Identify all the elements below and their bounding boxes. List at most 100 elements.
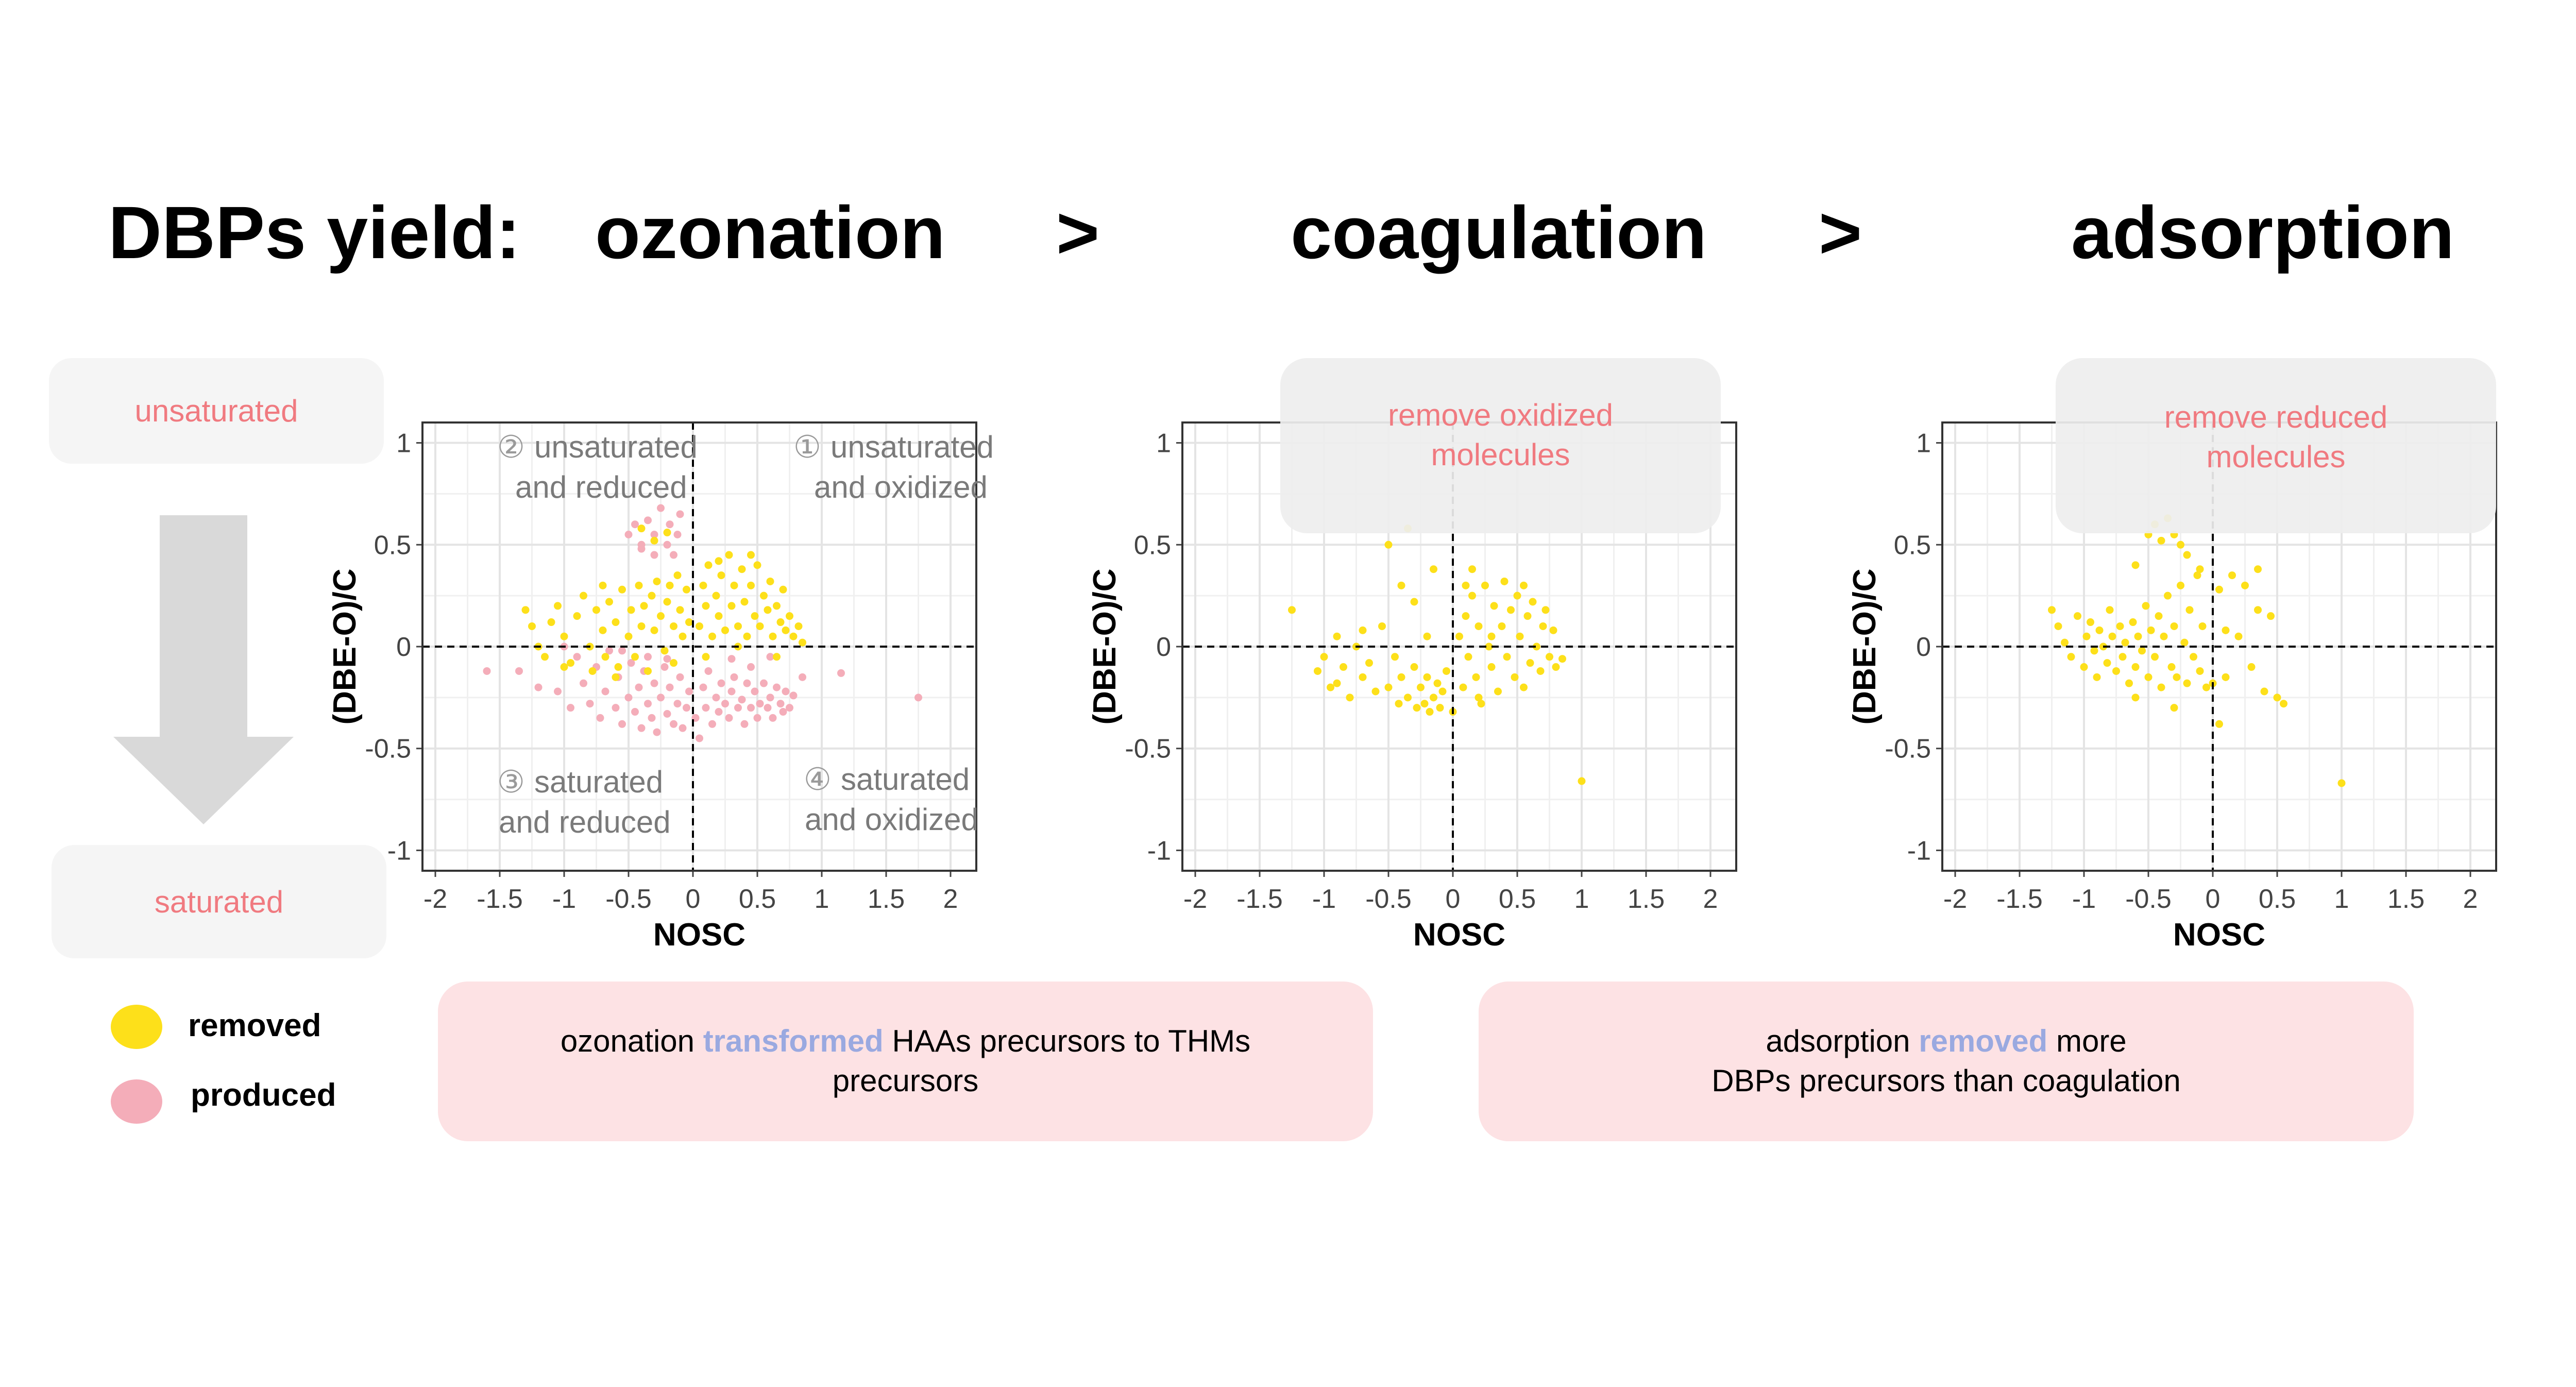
removed-point xyxy=(1420,700,1429,708)
removed-point xyxy=(640,602,648,610)
quadrant-1-label-line2: and oxidized xyxy=(814,470,988,504)
removed-point xyxy=(1384,683,1393,691)
adsorption-callout-line2: molecules xyxy=(2206,439,2346,474)
x-tick-label: -1.5 xyxy=(1996,884,2043,914)
removed-point xyxy=(560,663,568,671)
removed-point xyxy=(764,606,772,614)
removed-point xyxy=(1511,673,1519,681)
removed-point xyxy=(2170,704,2178,712)
headline-greater-than-2: > xyxy=(1819,191,1862,274)
y-tick-label: -1 xyxy=(1147,836,1171,866)
produced-point xyxy=(676,510,684,518)
removed-point xyxy=(2164,591,2172,600)
removed-point xyxy=(657,612,665,620)
removed-point xyxy=(1288,606,1296,614)
removed-point xyxy=(573,612,581,620)
x-tick-label: -2 xyxy=(1183,884,1207,914)
removed-point xyxy=(702,653,710,661)
removed-point xyxy=(635,581,643,589)
removed-point xyxy=(2134,632,2142,640)
removed-point xyxy=(660,647,669,655)
produced-point xyxy=(624,693,633,702)
removed-point xyxy=(1371,687,1380,696)
unsaturated-pill: unsaturated xyxy=(49,358,384,464)
removed-point xyxy=(1438,687,1447,696)
removed-point xyxy=(1475,693,1483,702)
removed-point xyxy=(1423,632,1431,640)
removed-point xyxy=(2180,638,2189,647)
plot-frame xyxy=(421,421,977,872)
removed-point xyxy=(708,632,716,640)
removed-point xyxy=(663,529,671,537)
produced-point xyxy=(683,704,690,712)
y-tick-label: -0.5 xyxy=(1885,734,1931,764)
removed-point xyxy=(2157,536,2165,545)
produced-point xyxy=(799,673,806,681)
removed-point xyxy=(1359,626,1367,634)
produced-point xyxy=(670,551,677,559)
removed-point xyxy=(747,551,755,559)
produced-point xyxy=(650,531,658,538)
removed-point xyxy=(715,557,723,565)
produced-point xyxy=(666,683,674,691)
removed-point xyxy=(2234,632,2243,640)
removed-point xyxy=(2337,779,2346,787)
removed-point xyxy=(1378,622,1386,630)
removed-point xyxy=(2177,540,2184,549)
removed-point xyxy=(673,571,682,580)
x-tick-label: -1.5 xyxy=(477,884,523,914)
removed-point xyxy=(2190,653,2197,661)
removed-point xyxy=(751,612,759,620)
ozonation-note-highlight: transformed xyxy=(703,1024,884,1059)
removed-point xyxy=(2228,571,2236,580)
removed-point xyxy=(704,561,713,569)
produced-point xyxy=(773,683,781,691)
x-tick-label: 2 xyxy=(2463,884,2478,914)
produced-point xyxy=(631,708,639,716)
removed-point xyxy=(2106,606,2114,614)
x-tick-label: 1.5 xyxy=(868,884,905,914)
removed-point xyxy=(554,602,562,610)
removed-point xyxy=(1395,700,1403,708)
removed-point xyxy=(650,626,658,634)
produced-point xyxy=(601,687,609,696)
x-tick-label: 0.5 xyxy=(739,884,776,914)
removed-point xyxy=(1481,581,1489,589)
quadrant-4-label-line1: saturated xyxy=(841,762,970,797)
removed-point xyxy=(1507,606,1515,614)
y-tick-label: 1 xyxy=(396,429,411,459)
x-axis-label: NOSC xyxy=(2173,917,2265,953)
removed-point xyxy=(2260,687,2268,696)
produced-point xyxy=(657,504,665,512)
removed-point xyxy=(2185,606,2194,614)
removed-point xyxy=(588,667,597,675)
quadrant-1-label-number: ① xyxy=(793,430,821,464)
removed-point xyxy=(2090,647,2098,655)
removed-point xyxy=(1365,659,1373,667)
removed-point xyxy=(1384,540,1393,549)
produced-point xyxy=(670,720,677,728)
removed-point xyxy=(1462,581,1470,589)
removed-point xyxy=(618,585,626,594)
removed-point xyxy=(1333,632,1341,640)
produced-point xyxy=(515,667,523,675)
x-tick-label: 1.5 xyxy=(2387,884,2425,914)
removed-point xyxy=(1541,606,1550,614)
removed-point xyxy=(1500,577,1509,585)
adsorption-callout-box xyxy=(2056,358,2496,533)
y-tick-label: 0.5 xyxy=(1894,530,1931,560)
produced-point xyxy=(635,683,643,691)
removed-point xyxy=(1533,642,1540,651)
removed-point xyxy=(627,606,635,614)
removed-point xyxy=(599,626,607,634)
removed-point xyxy=(612,673,620,681)
removed-point xyxy=(776,618,785,627)
produced-point xyxy=(727,687,736,696)
removed-point xyxy=(2082,632,2091,640)
produced-point xyxy=(725,714,733,722)
removed-point xyxy=(1513,591,1521,600)
quadrant-2-label-number: ② xyxy=(497,430,525,464)
produced-point xyxy=(708,720,716,728)
produced-point xyxy=(743,679,751,687)
x-tick-label: 1.5 xyxy=(1628,884,1665,914)
